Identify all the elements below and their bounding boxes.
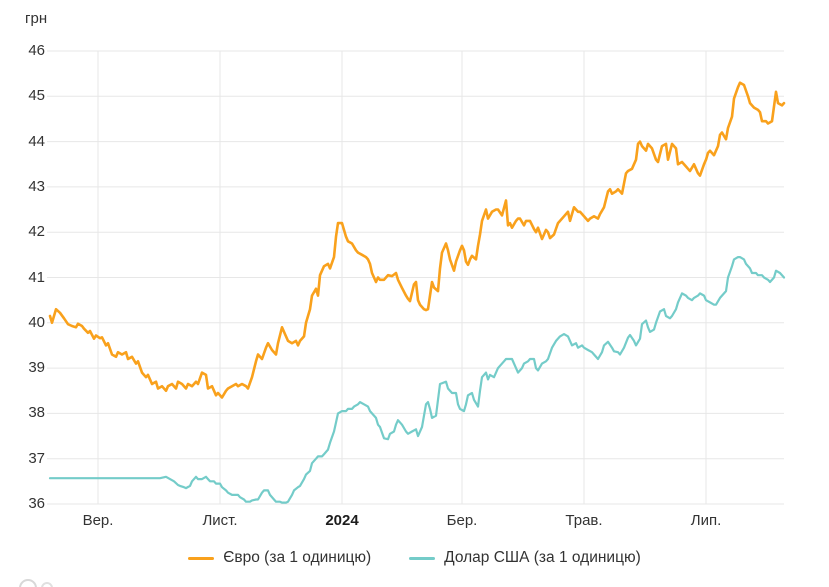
y-tick-label: 46 bbox=[28, 42, 45, 59]
y-tick-label: 45 bbox=[28, 87, 45, 105]
y-axis-unit-label: грн bbox=[25, 10, 48, 27]
y-tick-label: 43 bbox=[28, 177, 45, 195]
legend-item-usd[interactable]: Долар США (за 1 одиницю) bbox=[409, 549, 641, 567]
usd-line-swatch-icon bbox=[409, 556, 436, 560]
x-tick-label: Вер. bbox=[82, 512, 114, 529]
legend: Євро (за 1 одиницю) Долар США (за 1 один… bbox=[0, 549, 829, 567]
y-tick-label: 42 bbox=[28, 223, 45, 241]
y-tick-label: 39 bbox=[28, 359, 45, 377]
x-tick-label: Лип. bbox=[690, 512, 722, 529]
legend-label-euro: Євро (за 1 одиницю) bbox=[223, 549, 372, 566]
x-tick-label: 2024 bbox=[325, 512, 359, 529]
y-tick-label: 41 bbox=[28, 268, 45, 286]
y-tick-label: 36 bbox=[28, 495, 45, 512]
legend-item-euro[interactable]: Євро (за 1 одиницю) bbox=[188, 549, 371, 567]
legend-label-usd: Долар США (за 1 одиницю) bbox=[444, 549, 641, 566]
x-tick-label: Лист. bbox=[202, 512, 238, 529]
x-tick-label: Трав. bbox=[565, 512, 603, 529]
euro-line-swatch-icon bbox=[188, 556, 215, 560]
y-tick-label: 40 bbox=[28, 313, 45, 331]
y-tick-label: 44 bbox=[28, 132, 45, 150]
y-tick-label: 38 bbox=[28, 404, 45, 422]
cropped-watermark bbox=[17, 577, 63, 587]
x-tick-label: Бер. bbox=[446, 512, 478, 529]
y-tick-label: 37 bbox=[28, 449, 45, 467]
